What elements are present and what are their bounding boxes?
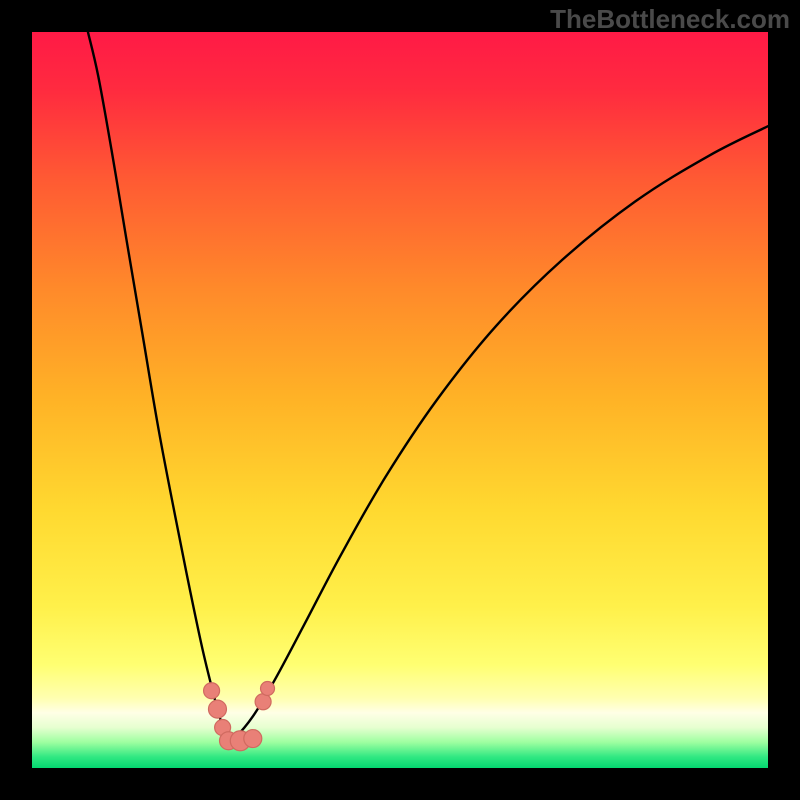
data-marker — [208, 700, 226, 718]
plot-area — [32, 32, 768, 768]
data-marker — [204, 683, 220, 699]
chart-svg — [32, 32, 768, 768]
data-marker — [244, 730, 262, 748]
chart-frame: TheBottleneck.com — [0, 0, 800, 800]
watermark-text: TheBottleneck.com — [550, 4, 790, 35]
data-marker — [261, 682, 275, 696]
gradient-background — [32, 32, 768, 768]
data-marker — [255, 694, 271, 710]
